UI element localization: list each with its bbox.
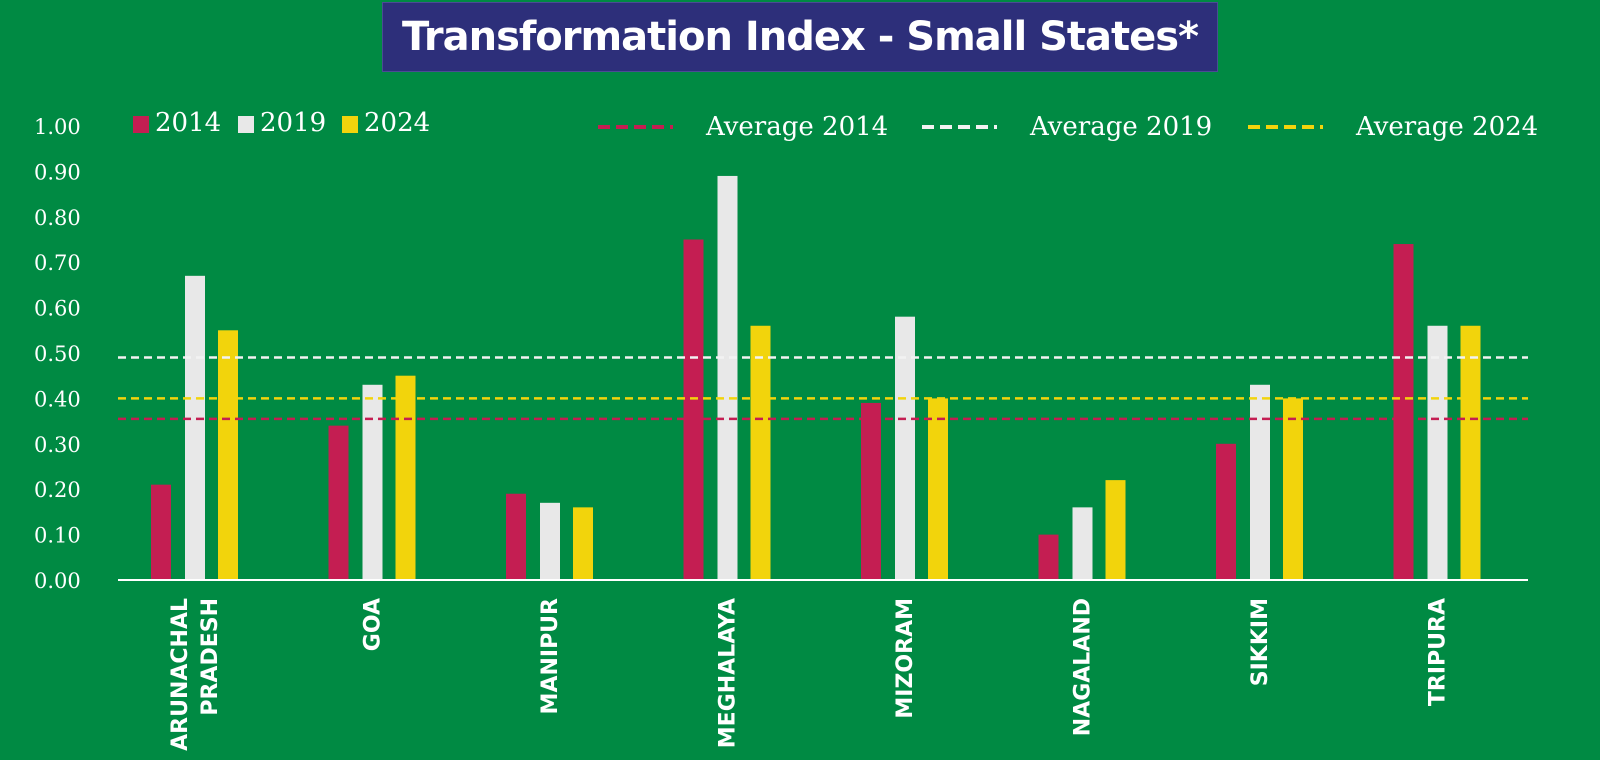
legend-swatch-2014 xyxy=(133,116,149,133)
bar-2014-sikkim xyxy=(1216,443,1236,580)
legend-label-average-2024: Average 2024 xyxy=(1355,112,1538,142)
legend-label-average-2014: Average 2014 xyxy=(705,112,888,142)
y-tick-label: 0.90 xyxy=(34,160,81,184)
bar-2024-arunachal-pradesh xyxy=(218,330,238,580)
bar-2024-tripura xyxy=(1460,325,1481,580)
y-tick-label: 0.50 xyxy=(34,342,81,366)
bar-2024-sikkim xyxy=(1283,398,1303,580)
x-tick-label: SIKKIM xyxy=(1248,598,1273,686)
x-tick-label: MIZORAM xyxy=(893,598,918,719)
x-tick-label: GOA xyxy=(361,598,386,651)
bar-2024-manipur xyxy=(573,507,593,580)
bar-2014-arunachal-pradesh xyxy=(151,484,171,580)
x-tick-label: MANIPUR xyxy=(538,598,563,715)
y-tick-label: 0.30 xyxy=(34,433,81,457)
y-tick-label: 0.00 xyxy=(34,569,81,593)
legend-swatch-2019 xyxy=(238,116,254,133)
bar-2014-meghalaya xyxy=(683,239,704,580)
bar-2024-nagaland xyxy=(1105,480,1126,580)
x-tick-label: ARUNACHAL xyxy=(168,598,193,751)
bar-2019-mizoram xyxy=(895,316,915,580)
chart-title-box: Transformation Index - Small States* xyxy=(382,2,1218,72)
bar-2014-mizoram xyxy=(861,402,881,580)
y-tick-label: 0.60 xyxy=(34,297,81,321)
x-tick-label: MEGHALAYA xyxy=(716,598,741,748)
bar-2024-mizoram xyxy=(928,398,948,580)
bar-2019-manipur xyxy=(540,502,560,580)
bar-2019-tripura xyxy=(1427,325,1448,580)
bar-2014-goa xyxy=(328,425,349,580)
legend-swatch-2024 xyxy=(342,116,358,133)
legend-label-2024: 2024 xyxy=(364,108,430,138)
bar-2019-arunachal-pradesh xyxy=(185,275,205,580)
bar-2014-tripura xyxy=(1393,244,1414,581)
x-tick-label: TRIPURA xyxy=(1426,598,1451,706)
y-tick-label: 0.20 xyxy=(34,478,81,502)
y-tick-label: 0.80 xyxy=(34,206,81,230)
legend-label-2014: 2014 xyxy=(155,108,221,138)
bar-2019-goa xyxy=(362,384,383,580)
y-tick-label: 0.70 xyxy=(34,251,81,275)
legend-label-2019: 2019 xyxy=(260,108,326,138)
bar-2019-nagaland xyxy=(1072,507,1093,580)
bar-2014-nagaland xyxy=(1038,534,1059,580)
chart-title: Transformation Index - Small States* xyxy=(402,14,1199,60)
bar-2019-meghalaya xyxy=(717,175,738,580)
y-tick-label: 0.40 xyxy=(34,387,81,411)
bar-2014-manipur xyxy=(506,493,526,580)
bar-2019-sikkim xyxy=(1250,384,1270,580)
x-tick-label: PRADESH xyxy=(198,598,223,716)
bar-2024-meghalaya xyxy=(750,325,771,580)
x-tick-label: NAGALAND xyxy=(1071,598,1096,736)
bar-2024-goa xyxy=(395,375,416,580)
y-tick-label: 0.10 xyxy=(34,524,81,548)
y-tick-label: 1.00 xyxy=(34,115,81,139)
legend-label-average-2019: Average 2019 xyxy=(1029,112,1212,142)
